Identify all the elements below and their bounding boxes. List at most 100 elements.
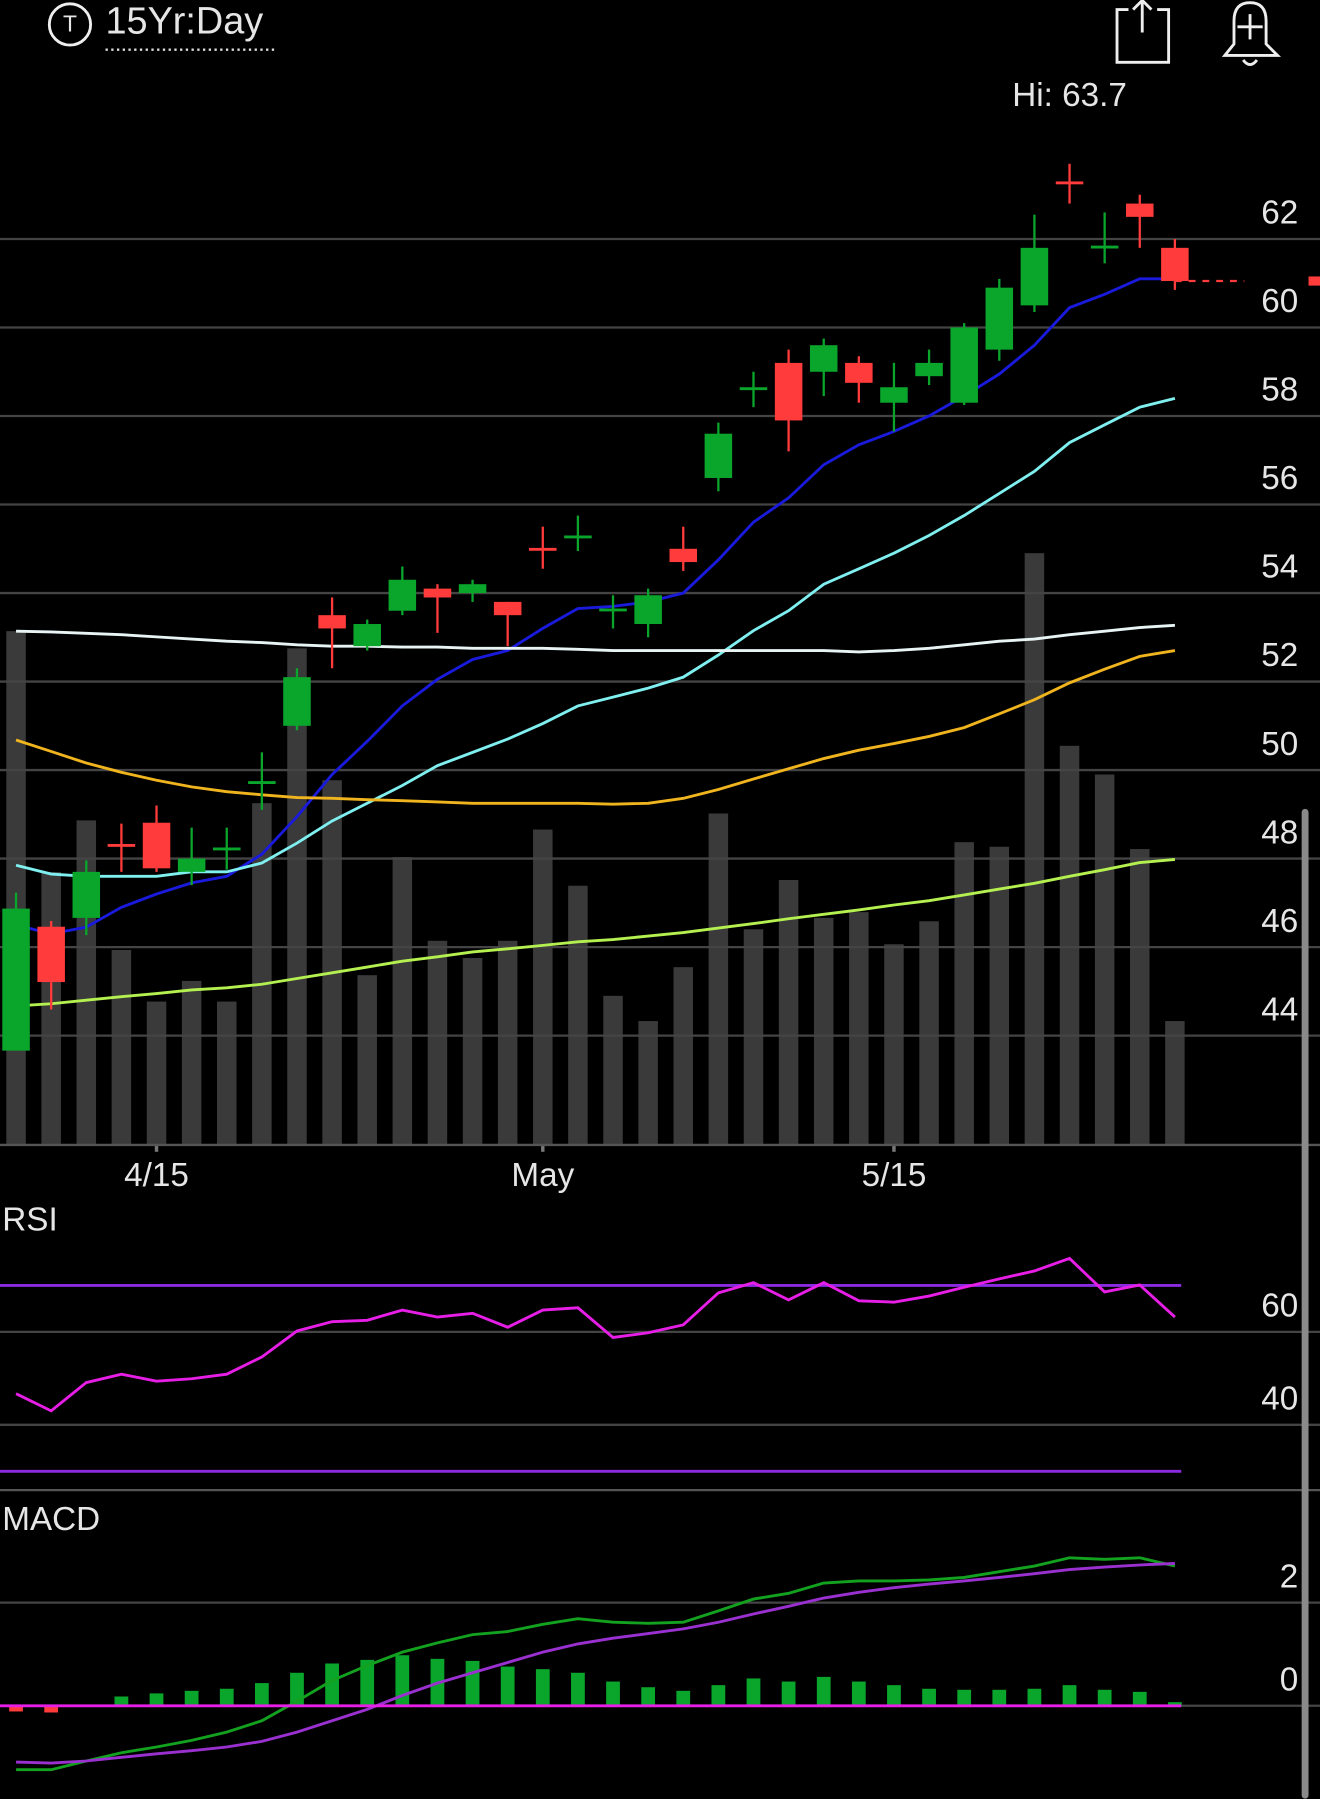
volume-bar: [954, 842, 974, 1145]
histogram-bar: [641, 1687, 656, 1706]
y-tick-label: 60: [1261, 1288, 1298, 1325]
histogram-bar: [254, 1683, 269, 1706]
histogram-bar: [606, 1681, 620, 1706]
candle-body: [212, 847, 241, 851]
y-tick-label: 54: [1261, 549, 1298, 586]
histogram-bar: [1027, 1688, 1042, 1706]
candle-body: [2, 908, 30, 1051]
candle-body: [985, 287, 1014, 350]
share-button[interactable]: [1115, 0, 1171, 64]
histogram-bar: [746, 1678, 761, 1706]
moving-average-line: [15, 277, 1175, 936]
bell-clapper: [1242, 59, 1259, 67]
volume-bar: [497, 940, 518, 1145]
scrollbar[interactable]: [1301, 808, 1309, 1799]
timeframe-label[interactable]: 15Yr:Day: [106, 0, 264, 42]
candle-body: [72, 871, 101, 918]
candle-body: [458, 584, 487, 594]
share-box: [1115, 8, 1171, 64]
candle-body: [37, 926, 65, 983]
volume-bar: [287, 648, 307, 1145]
volume-bar: [1165, 1021, 1185, 1145]
symbol-icon-letter: T: [63, 11, 77, 37]
y-tick-label: 52: [1261, 637, 1298, 674]
histogram-bar: [676, 1690, 691, 1706]
volume-bar: [989, 846, 1010, 1145]
bell-plus: [1237, 14, 1263, 40]
histogram-bar: [535, 1669, 550, 1706]
volume-bar: [568, 885, 588, 1145]
histogram-bar: [711, 1685, 726, 1706]
volume-bar: [427, 940, 448, 1145]
moving-average-line: [15, 858, 1176, 1008]
volume-bar: [849, 912, 869, 1145]
histogram-bar: [992, 1689, 1007, 1706]
candle-body: [1055, 181, 1084, 185]
histogram-bar: [816, 1676, 831, 1706]
histogram-bar: [957, 1689, 972, 1706]
volume-bar: [1024, 553, 1045, 1145]
candle-body: [704, 433, 733, 478]
volume-bar: [708, 813, 729, 1145]
candle-body: [880, 387, 908, 403]
volume-bar: [252, 803, 272, 1145]
histogram-bar: [149, 1693, 164, 1706]
indicator-line: [16, 1561, 1175, 1765]
histogram-bar: [184, 1690, 199, 1706]
histogram-bar: [887, 1685, 901, 1706]
histogram-bar: [922, 1688, 936, 1706]
indicator-line: [16, 1556, 1176, 1772]
histogram-bar: [44, 1705, 59, 1713]
y-tick-label: 48: [1261, 814, 1298, 851]
candle-body: [1020, 247, 1049, 306]
volume-bar: [111, 949, 132, 1145]
moving-average-line: [15, 396, 1176, 878]
candle-body: [248, 781, 276, 784]
y-tick-label: 40: [1261, 1381, 1298, 1418]
bell: [1221, 1, 1282, 57]
histogram-bar: [325, 1663, 339, 1706]
share-arrow: [1132, 0, 1153, 33]
candle-body: [529, 547, 557, 551]
histogram-bar: [9, 1705, 23, 1712]
volume-bar: [357, 975, 377, 1145]
candle-body: [107, 843, 136, 847]
y-tick-label: 46: [1261, 903, 1298, 940]
x-tick-label: 4/15: [124, 1157, 189, 1194]
symbol-button[interactable]: T 15Yr:Day: [47, 0, 276, 51]
histogram-bar: [1062, 1685, 1077, 1706]
histogram-bar: [851, 1681, 866, 1706]
y-tick-label: 44: [1261, 991, 1298, 1028]
volume-bar: [1130, 849, 1150, 1145]
plot-area: 44 46 48 50 52 54 56 58 60 62 Hi: 63.7 4/15 May 5/15 4…: [0, 77, 1320, 1772]
candle-body: [774, 362, 803, 421]
candle-body: [1126, 203, 1154, 217]
alert-button[interactable]: [1221, 1, 1282, 67]
volume-bar: [884, 944, 904, 1145]
candle-body: [318, 615, 346, 629]
candle-body: [950, 327, 978, 403]
macd-title: MACD: [2, 1501, 100, 1538]
y-tick-label: 56: [1261, 460, 1298, 497]
candle-body: [634, 595, 662, 625]
candle-body: [809, 345, 838, 372]
histogram-bar: [219, 1688, 234, 1706]
volume-bar: [673, 967, 694, 1145]
histogram-bar: [1097, 1689, 1112, 1706]
volume-bar: [146, 1001, 167, 1145]
histogram-bar: [114, 1696, 129, 1706]
volume-bar: [743, 929, 764, 1145]
moving-average-line: [16, 623, 1176, 654]
histogram-bar: [781, 1681, 796, 1706]
symbol-icon: [47, 2, 93, 47]
volume-bar: [1059, 745, 1080, 1145]
y-tick-label: 60: [1261, 283, 1298, 320]
y-tick-label: 50: [1261, 726, 1298, 763]
candle-body: [388, 579, 417, 611]
volume-bar: [322, 780, 342, 1145]
volume-bar: [462, 957, 483, 1145]
histogram-bar: [465, 1660, 480, 1706]
